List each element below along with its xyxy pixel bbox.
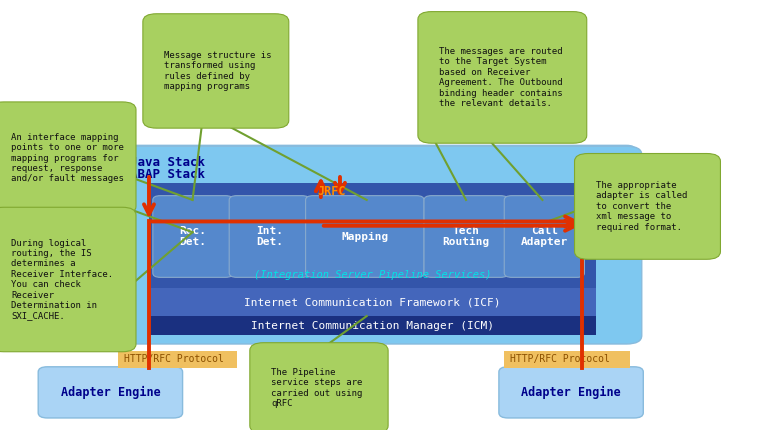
Text: Adapter Engine: Adapter Engine — [521, 386, 621, 399]
Text: During logical
routing, the IS
determines a
Receiver Interface.
You can check
Re: During logical routing, the IS determine… — [11, 239, 114, 320]
FancyBboxPatch shape — [499, 367, 643, 418]
Text: Adapter Engine: Adapter Engine — [60, 386, 160, 399]
FancyBboxPatch shape — [418, 12, 587, 143]
Text: Int.
Det.: Int. Det. — [256, 226, 283, 247]
Text: HTTP/RFC Protocol: HTTP/RFC Protocol — [510, 354, 610, 365]
Text: HTTP/RFC Protocol: HTTP/RFC Protocol — [124, 354, 224, 365]
FancyBboxPatch shape — [143, 14, 289, 128]
Text: Internet Communication Manager (ICM): Internet Communication Manager (ICM) — [251, 321, 494, 331]
Text: Rec.
Det.: Rec. Det. — [180, 226, 206, 247]
Bar — [149, 183, 596, 288]
Bar — [118, 351, 237, 368]
Text: (Integration Server Pipeline Services): (Integration Server Pipeline Services) — [254, 270, 491, 280]
FancyBboxPatch shape — [0, 207, 136, 352]
FancyBboxPatch shape — [504, 196, 584, 277]
Text: Java Stack: Java Stack — [130, 156, 205, 169]
Bar — [504, 351, 630, 368]
FancyBboxPatch shape — [109, 145, 636, 179]
FancyBboxPatch shape — [153, 196, 233, 277]
FancyBboxPatch shape — [38, 367, 183, 418]
FancyBboxPatch shape — [250, 343, 388, 430]
FancyBboxPatch shape — [229, 196, 309, 277]
Text: Tech
Routing: Tech Routing — [442, 226, 490, 247]
Text: The Pipeline
service steps are
carried out using
qRFC: The Pipeline service steps are carried o… — [271, 368, 363, 408]
Text: An interface mapping
points to one or more
mapping programs for
request, respons: An interface mapping points to one or mo… — [11, 133, 125, 183]
FancyBboxPatch shape — [424, 196, 508, 277]
Text: Message structure is
transformed using
rules defined by
mapping programs: Message structure is transformed using r… — [164, 51, 272, 91]
Text: Mapping: Mapping — [342, 231, 388, 242]
FancyBboxPatch shape — [103, 146, 642, 344]
Bar — [149, 288, 596, 316]
Text: ABAP Stack: ABAP Stack — [130, 168, 205, 181]
Text: JRFC: JRFC — [317, 185, 345, 198]
Text: Call
Adapter: Call Adapter — [521, 226, 568, 247]
FancyBboxPatch shape — [306, 196, 424, 277]
Text: Internet Communication Framework (ICF): Internet Communication Framework (ICF) — [244, 297, 500, 307]
FancyBboxPatch shape — [0, 102, 136, 214]
FancyBboxPatch shape — [575, 154, 720, 259]
Bar — [149, 316, 596, 335]
Text: The appropriate
adapter is called
to convert the
xml message to
required format.: The appropriate adapter is called to con… — [596, 181, 688, 232]
Text: The messages are routed
to the Target System
based on Receiver
Agreement. The Ou: The messages are routed to the Target Sy… — [439, 47, 563, 108]
